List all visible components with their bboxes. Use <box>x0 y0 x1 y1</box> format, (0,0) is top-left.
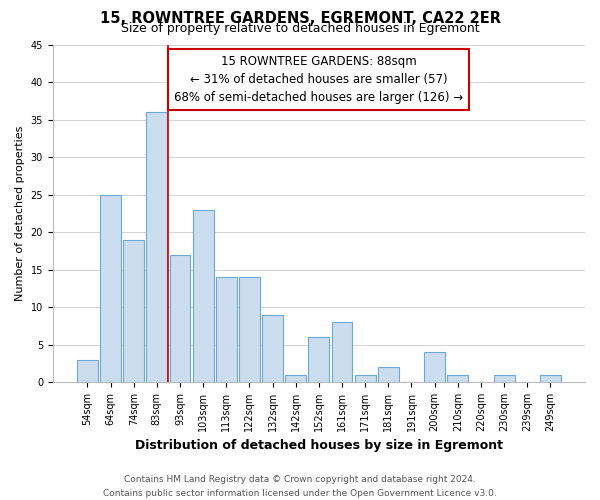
Bar <box>355 374 376 382</box>
Bar <box>100 195 121 382</box>
Bar <box>332 322 352 382</box>
Bar <box>170 254 190 382</box>
Text: 15 ROWNTREE GARDENS: 88sqm
← 31% of detached houses are smaller (57)
68% of semi: 15 ROWNTREE GARDENS: 88sqm ← 31% of deta… <box>175 55 463 104</box>
Bar <box>262 314 283 382</box>
Text: 15, ROWNTREE GARDENS, EGREMONT, CA22 2ER: 15, ROWNTREE GARDENS, EGREMONT, CA22 2ER <box>100 11 500 26</box>
Bar <box>239 277 260 382</box>
X-axis label: Distribution of detached houses by size in Egremont: Distribution of detached houses by size … <box>135 440 503 452</box>
Bar <box>216 277 237 382</box>
Bar <box>286 374 306 382</box>
Y-axis label: Number of detached properties: Number of detached properties <box>15 126 25 301</box>
Bar <box>193 210 214 382</box>
Bar <box>146 112 167 382</box>
Bar <box>540 374 561 382</box>
Bar <box>123 240 144 382</box>
Bar <box>448 374 468 382</box>
Text: Contains HM Land Registry data © Crown copyright and database right 2024.
Contai: Contains HM Land Registry data © Crown c… <box>103 476 497 498</box>
Bar <box>77 360 98 382</box>
Bar <box>424 352 445 382</box>
Bar <box>308 337 329 382</box>
Bar <box>378 367 399 382</box>
Text: Size of property relative to detached houses in Egremont: Size of property relative to detached ho… <box>121 22 479 35</box>
Bar <box>494 374 515 382</box>
